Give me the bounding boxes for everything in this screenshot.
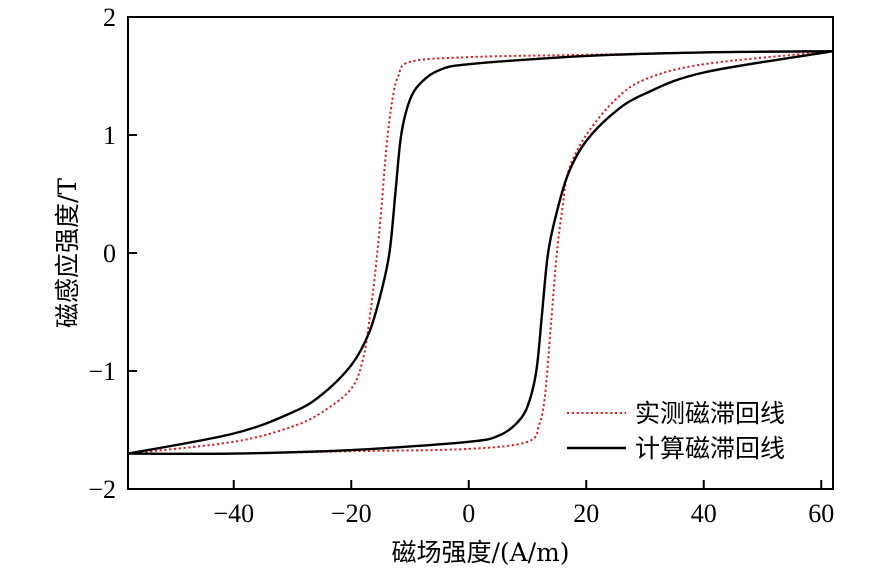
y-tick-label: 2 bbox=[103, 3, 116, 32]
y-tick-label: 1 bbox=[103, 121, 116, 150]
y-tick-label: −2 bbox=[88, 475, 116, 504]
x-tick-label: 0 bbox=[462, 499, 475, 528]
y-tick-label: 0 bbox=[103, 239, 116, 268]
x-tick-label: −40 bbox=[213, 499, 254, 528]
x-axis-label: 磁场强度/(A/m) bbox=[391, 538, 569, 567]
axis-ticks: −40 −20 0 20 40 60 −2 −1 0 1 2 bbox=[88, 3, 834, 528]
x-tick-label: 20 bbox=[573, 499, 599, 528]
series-calculated-descending-line bbox=[127, 50, 834, 455]
x-tick-label: −20 bbox=[331, 499, 372, 528]
legend-label-calculated: 计算磁滞回线 bbox=[635, 434, 785, 463]
legend-label-measured: 实测磁滞回线 bbox=[635, 399, 785, 428]
plot-area bbox=[127, 16, 834, 490]
series-calculated-ascending-line bbox=[127, 50, 834, 456]
x-tick-label: 60 bbox=[808, 499, 834, 528]
series-measured-descending-line bbox=[127, 50, 834, 455]
x-tick-label: 40 bbox=[691, 499, 717, 528]
legend: 实测磁滞回线 计算磁滞回线 bbox=[567, 399, 785, 463]
series-measured-ascending-line bbox=[127, 50, 834, 455]
y-tick-label: −1 bbox=[88, 357, 116, 386]
y-axis-label: 磁感应强度/T bbox=[53, 178, 82, 328]
